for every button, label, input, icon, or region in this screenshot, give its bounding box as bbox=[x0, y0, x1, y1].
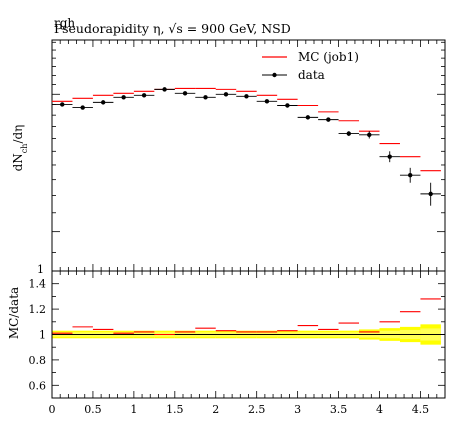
x-tick-label: 2.5 bbox=[248, 403, 266, 416]
data-point bbox=[318, 117, 339, 122]
data-marker bbox=[387, 154, 392, 159]
data-marker bbox=[203, 95, 208, 100]
data-marker bbox=[162, 87, 167, 92]
data-point bbox=[256, 99, 278, 104]
data-marker bbox=[121, 95, 126, 100]
x-tick-labels: 0 0.5 1 1.5 2 2.5 3 3.5 4 4.5 bbox=[49, 403, 430, 416]
mc-histogram bbox=[52, 87, 441, 172]
data-point bbox=[113, 95, 134, 100]
data-marker bbox=[182, 91, 188, 96]
ratio-y-tick-labels: 0.6 0.8 1 1.2 1.4 bbox=[29, 278, 47, 393]
data-point bbox=[236, 94, 257, 99]
ratio-mc-markers bbox=[52, 298, 441, 336]
data-point bbox=[195, 95, 216, 100]
data-point bbox=[92, 100, 114, 105]
legend-data-label: data bbox=[298, 68, 325, 82]
x-tick-label: 0 bbox=[49, 403, 56, 416]
ratio-y-tick-label: 1.4 bbox=[29, 278, 47, 291]
data-point bbox=[359, 131, 380, 139]
data-marker bbox=[141, 93, 147, 98]
x-tick-label: 3 bbox=[294, 403, 301, 416]
x-tick-label: 0.5 bbox=[84, 403, 102, 416]
data-marker bbox=[428, 191, 433, 197]
ratio-y-tick-label: 1 bbox=[39, 329, 46, 342]
overlay-label: rgh bbox=[54, 16, 75, 30]
data-point bbox=[277, 103, 298, 108]
data-points bbox=[52, 87, 441, 206]
main-y-axis-label: dNch/dη bbox=[11, 125, 29, 172]
main-frame bbox=[51, 39, 446, 272]
x-tick-label: 3.5 bbox=[330, 403, 348, 416]
ratio-y-tick-label: 0.8 bbox=[29, 354, 47, 367]
ratio-y-axis-label: MC/data bbox=[7, 287, 21, 339]
data-marker bbox=[100, 100, 106, 105]
plot-title: Pseudorapidity η, √s = 900 GeV, NSD bbox=[54, 21, 291, 36]
data-point bbox=[399, 167, 421, 183]
data-point bbox=[379, 151, 400, 163]
data-point bbox=[338, 131, 360, 137]
data-marker bbox=[244, 94, 249, 99]
data-marker bbox=[285, 103, 290, 108]
data-point bbox=[174, 91, 196, 96]
data-point bbox=[420, 182, 441, 206]
data-marker bbox=[305, 115, 311, 120]
x-tick-label: 2 bbox=[212, 403, 219, 416]
legend-mc-label: MC (job1) bbox=[298, 50, 359, 64]
data-marker bbox=[367, 132, 372, 138]
data-point bbox=[133, 93, 155, 98]
data-marker bbox=[346, 131, 351, 136]
ratio-y-tick-label: 1.2 bbox=[29, 303, 47, 316]
ratio-ticks bbox=[51, 271, 445, 398]
ratio-y-tick-label: 0.6 bbox=[29, 379, 47, 392]
data-marker bbox=[80, 105, 85, 110]
data-marker bbox=[264, 99, 270, 104]
data-marker bbox=[60, 102, 65, 107]
x-tick-label: 4.5 bbox=[412, 403, 430, 416]
data-point bbox=[297, 115, 319, 120]
data-point bbox=[72, 105, 93, 110]
x-tick-label: 4 bbox=[376, 403, 383, 416]
legend-data-swatch-marker bbox=[272, 72, 277, 78]
data-marker bbox=[326, 117, 331, 122]
main-ticks bbox=[51, 40, 445, 271]
data-point bbox=[52, 102, 73, 107]
main-y-tick-label-1: 1 bbox=[37, 263, 44, 276]
ratio-panel: 0.6 0.8 1 1.2 1.4 0 0.5 1 1.5 2 2.5 3 3.5 4 4.5 MC/da… bbox=[7, 270, 446, 416]
data-point bbox=[215, 92, 237, 97]
legend: MC (job1) data bbox=[262, 50, 359, 82]
x-tick-label: 1 bbox=[130, 403, 137, 416]
data-point bbox=[154, 87, 175, 92]
data-marker bbox=[408, 172, 413, 178]
data-marker bbox=[223, 92, 229, 97]
x-tick-label: 1.5 bbox=[166, 403, 184, 416]
main-panel: dNch/dη 1 bbox=[11, 39, 446, 276]
